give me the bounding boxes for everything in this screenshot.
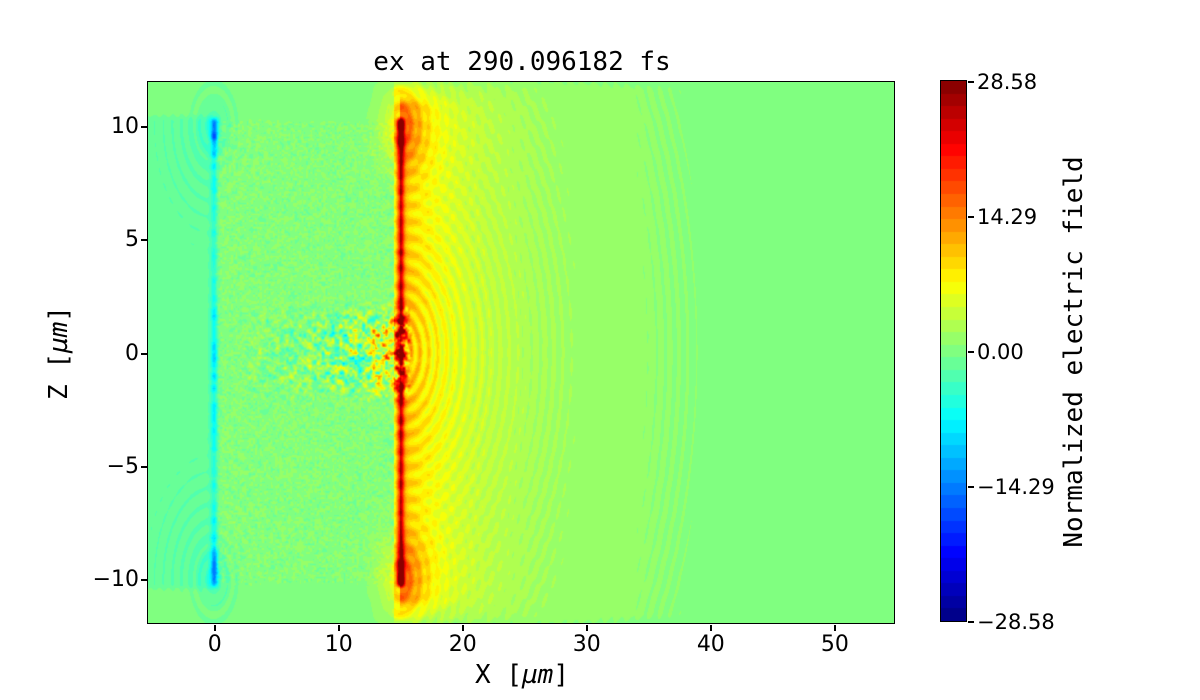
colorbar-tick-label: −14.29	[977, 475, 1055, 499]
colorbar-tick-mark	[968, 351, 974, 353]
x-axis-label: X [µm]	[149, 661, 895, 690]
x-tick-label: 40	[696, 632, 725, 657]
colorbar-tick-mark	[968, 216, 974, 218]
x-tick-mark	[585, 625, 588, 631]
plot-title: ex at 290.096182 fs	[373, 47, 671, 77]
x-tick-label: 50	[820, 632, 849, 657]
y-tick-label: 0	[125, 340, 139, 366]
y-tick-mark	[141, 352, 147, 355]
colorbar-tick-mark	[968, 621, 974, 623]
x-tick-mark	[461, 625, 464, 631]
y-tick-label: −5	[106, 453, 139, 479]
x-tick-mark	[833, 625, 836, 631]
x-tick-mark	[337, 625, 340, 631]
colorbar-tick-label: 28.58	[977, 70, 1038, 94]
colorbar-tick-mark	[968, 486, 974, 488]
x-tick-label: 10	[324, 632, 353, 657]
axes-frame	[147, 81, 895, 624]
x-axis-label-unit: µm	[522, 660, 554, 690]
y-tick-label: 5	[125, 227, 139, 253]
colorbar-tick-label: −28.58	[977, 610, 1055, 634]
colorbar-tick-mark	[968, 81, 974, 83]
x-tick-mark	[709, 625, 712, 631]
x-tick-mark	[213, 625, 216, 631]
x-tick-label: 30	[572, 632, 601, 657]
y-tick-mark	[141, 579, 147, 582]
x-axis-label-suffix: ]	[553, 660, 569, 690]
colorbar-frame	[940, 80, 967, 622]
y-tick-label: −10	[92, 567, 139, 593]
x-tick-label: 0	[207, 632, 222, 657]
y-tick-mark	[141, 239, 147, 242]
y-tick-mark	[141, 465, 147, 468]
colorbar-canvas	[941, 81, 966, 621]
colorbar-tick-label: 14.29	[977, 205, 1038, 229]
heatmap-canvas	[148, 82, 894, 623]
y-tick-mark	[141, 125, 147, 128]
x-axis-label-prefix: X [	[475, 660, 522, 690]
x-tick-label: 20	[448, 632, 477, 657]
colorbar-tick-label: 0.00	[977, 340, 1024, 364]
y-tick-label: 10	[111, 113, 139, 139]
y-axis-label-suffix: ]	[44, 306, 74, 322]
